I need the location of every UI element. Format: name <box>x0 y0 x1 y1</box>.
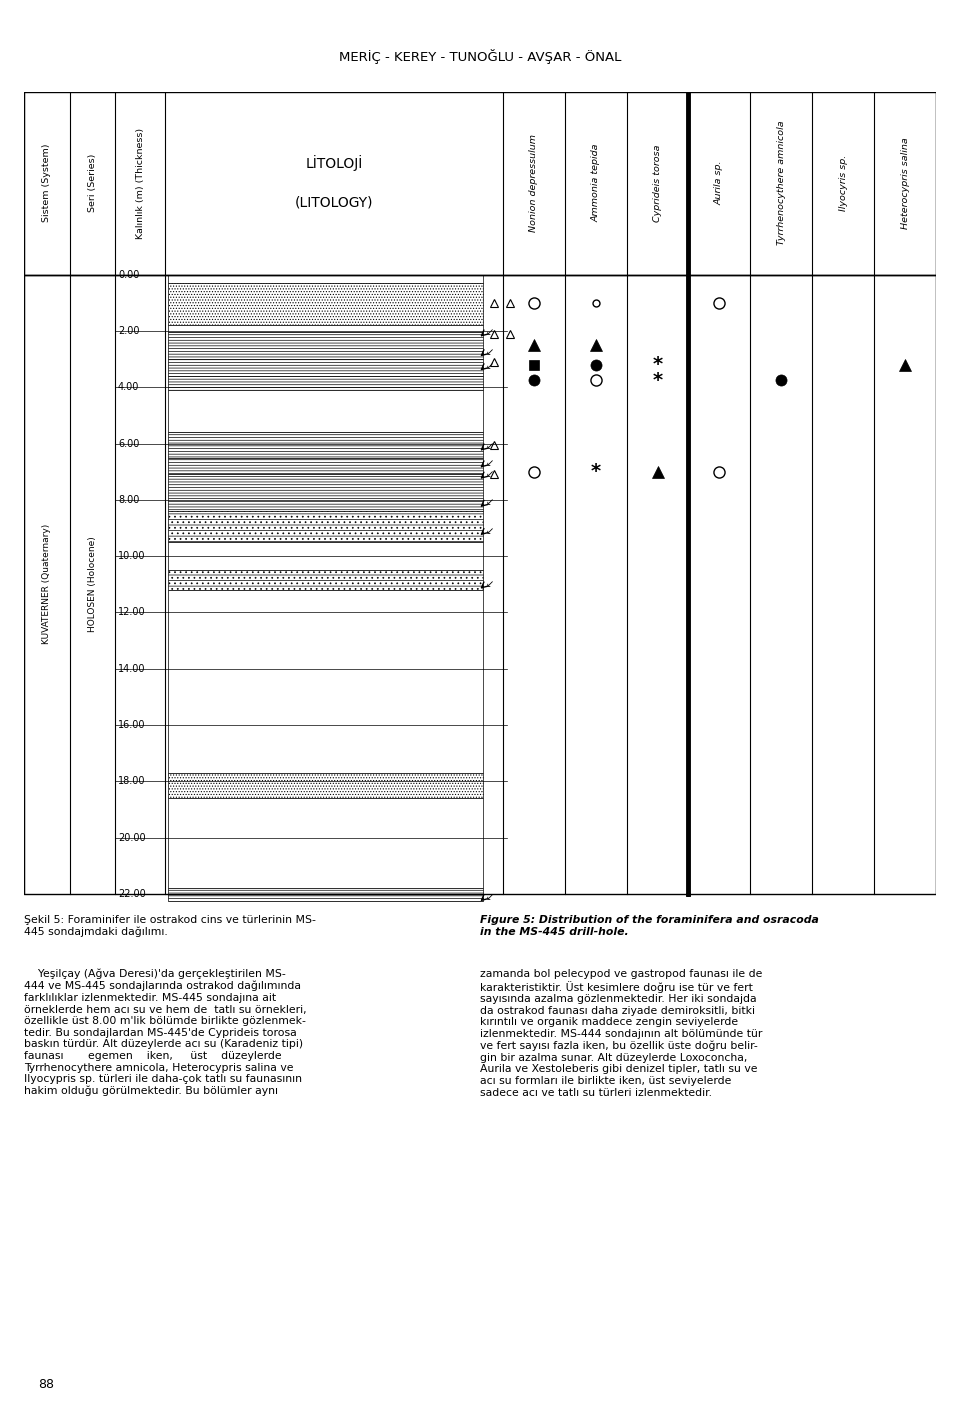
Text: Aurila sp.: Aurila sp. <box>715 161 724 206</box>
Bar <box>168 458 483 474</box>
Bar <box>168 798 483 888</box>
Text: zamanda bol pelecypod ve gastropod faunası ile de
karakteristiktir. Üst kesimler: zamanda bol pelecypod ve gastropod fauna… <box>480 969 762 1098</box>
Text: LİTOLOJİ: LİTOLOJİ <box>305 155 363 172</box>
Text: ↙: ↙ <box>486 469 493 480</box>
Text: 10.00: 10.00 <box>118 551 145 562</box>
Bar <box>168 590 483 773</box>
Text: 6.00: 6.00 <box>118 438 139 449</box>
Text: Nonion depressulum: Nonion depressulum <box>529 134 539 232</box>
Text: ↙: ↙ <box>486 497 493 508</box>
Text: 20.00: 20.00 <box>118 832 146 843</box>
Text: Seri (Series): Seri (Series) <box>88 153 97 213</box>
Bar <box>168 888 483 901</box>
Text: 4.00: 4.00 <box>118 382 139 393</box>
Bar <box>168 376 483 390</box>
Bar <box>168 390 483 432</box>
Text: Tyrrhenocythere amnicola: Tyrrhenocythere amnicola <box>777 121 786 245</box>
Bar <box>168 511 483 542</box>
Text: Ilyocyris sp.: Ilyocyris sp. <box>839 155 848 211</box>
Text: MERİÇ - KEREY - TUNOĞLU - AVŞAR - ÖNAL: MERİÇ - KEREY - TUNOĞLU - AVŞAR - ÖNAL <box>339 49 621 63</box>
Text: ↙: ↙ <box>486 346 493 358</box>
Bar <box>168 325 483 332</box>
Text: ↙: ↙ <box>486 441 493 452</box>
Text: 8.00: 8.00 <box>118 494 139 505</box>
Text: *: * <box>653 370 662 390</box>
Text: ↙: ↙ <box>486 579 493 590</box>
Text: Şekil 5: Foraminifer ile ostrakod cins ve türlerinin MS-
445 sondajmdaki dağılım: Şekil 5: Foraminifer ile ostrakod cins v… <box>24 915 316 938</box>
Bar <box>168 474 483 511</box>
Text: *: * <box>653 355 662 375</box>
Text: 16.00: 16.00 <box>118 719 145 731</box>
Text: 14.00: 14.00 <box>118 663 145 674</box>
Bar <box>24 92 936 275</box>
Bar <box>168 275 483 283</box>
Text: Sistem (System): Sistem (System) <box>42 144 51 222</box>
Bar <box>168 359 483 376</box>
Text: KUVATERNER (Quaternary): KUVATERNER (Quaternary) <box>42 524 51 645</box>
Bar <box>168 432 483 458</box>
Text: Ammonia tepida: Ammonia tepida <box>591 144 600 222</box>
Bar <box>168 332 483 359</box>
Text: 2.00: 2.00 <box>118 325 139 337</box>
Text: Cyprideis torosa: Cyprideis torosa <box>653 144 662 222</box>
Bar <box>168 542 483 570</box>
Text: ↙: ↙ <box>486 327 493 338</box>
Text: HOLOSEN (Holocene): HOLOSEN (Holocene) <box>88 536 97 632</box>
Text: *: * <box>590 462 601 482</box>
Text: Yeşilçay (Ağva Deresi)'da gerçekleştirilen MS-
444 ve MS-445 sondajlarında ostra: Yeşilçay (Ağva Deresi)'da gerçekleştiril… <box>24 969 306 1097</box>
Text: ↙: ↙ <box>486 458 493 469</box>
Text: ↙: ↙ <box>486 525 493 536</box>
Text: 12.00: 12.00 <box>118 607 146 618</box>
Text: 22.00: 22.00 <box>118 888 146 900</box>
Text: 18.00: 18.00 <box>118 776 145 787</box>
Text: ↙: ↙ <box>486 360 493 372</box>
Text: Figure 5: Distribution of the foraminifera and osracoda
in the MS-445 drill-hole: Figure 5: Distribution of the foraminife… <box>480 915 819 936</box>
Text: 0.00: 0.00 <box>118 269 139 280</box>
Text: Kalınlık (m) (Thickness): Kalınlık (m) (Thickness) <box>135 128 145 238</box>
Text: Heterocypris salina: Heterocypris salina <box>900 137 909 230</box>
Text: (LITOLOGY): (LITOLOGY) <box>295 196 373 210</box>
Bar <box>24 275 936 894</box>
Bar <box>168 570 483 590</box>
Text: 88: 88 <box>38 1378 55 1391</box>
Bar <box>168 283 483 325</box>
Text: ↙: ↙ <box>486 891 493 903</box>
Bar <box>168 773 483 798</box>
